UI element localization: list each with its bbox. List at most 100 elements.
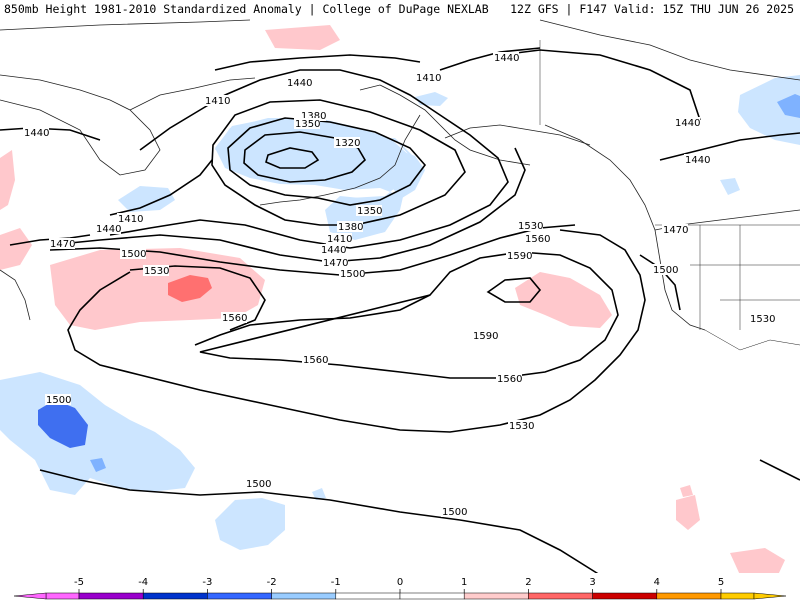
- map-title: 850mb Height 1981-2010 Standardized Anom…: [4, 2, 489, 16]
- contour-1560: [194, 294, 431, 346]
- svg-text:1560: 1560: [497, 374, 522, 385]
- contour-label: 1500: [339, 268, 365, 280]
- contour-label: 1530: [143, 265, 169, 277]
- svg-text:1470: 1470: [50, 239, 75, 250]
- svg-text:1440: 1440: [24, 128, 49, 139]
- svg-text:1410: 1410: [205, 96, 230, 107]
- contour-label: 1590: [506, 250, 532, 262]
- svg-text:1440: 1440: [287, 78, 312, 89]
- negative-anomaly-area: [38, 400, 88, 448]
- svg-text:1380: 1380: [338, 222, 363, 233]
- colorbar-tick-label: 5: [718, 577, 724, 588]
- contour-label: 1590: [472, 330, 498, 342]
- svg-text:1500: 1500: [653, 265, 678, 276]
- svg-text:1320: 1320: [335, 138, 360, 149]
- model-run-info: 12Z GFS | F147 Valid: 15Z THU JUN 26 202…: [510, 2, 794, 16]
- svg-text:1530: 1530: [518, 221, 543, 232]
- contour-1440: [0, 127, 101, 141]
- svg-text:1440: 1440: [685, 155, 710, 166]
- svg-text:1350: 1350: [357, 206, 382, 217]
- colorbar-tick-label: 1: [461, 577, 467, 588]
- contour-1410: [211, 99, 466, 226]
- svg-text:1500: 1500: [46, 395, 71, 406]
- contour-label: 1560: [302, 354, 328, 366]
- contour-label: 1500: [120, 248, 146, 260]
- colorbar-segment: [142, 592, 208, 600]
- coastlines: [0, 19, 800, 351]
- colorbar-tick-label: -3: [202, 577, 212, 588]
- contour-label: 1410: [204, 95, 230, 107]
- svg-text:1470: 1470: [663, 225, 688, 236]
- svg-text:1500: 1500: [246, 479, 271, 490]
- svg-text:1500: 1500: [340, 269, 365, 280]
- contour-1530: [129, 265, 266, 331]
- contour-1410: [109, 159, 213, 216]
- negative-anomaly-area: [215, 498, 285, 550]
- colorbar-tick-label: -2: [267, 577, 277, 588]
- colorbar-segment: [78, 592, 144, 600]
- contour-label: 1560: [221, 312, 247, 324]
- contour-label: 1440: [684, 154, 710, 166]
- negative-anomaly-area: [90, 458, 106, 472]
- colorbar-tick-labels: -5 -4 -3 -2 -1 0 1 2 3 4 5: [74, 577, 724, 588]
- colorbar-segments: [45, 589, 755, 600]
- anomaly-shading: [0, 25, 800, 575]
- svg-text:1410: 1410: [118, 214, 143, 225]
- contour-label: 1440: [320, 244, 346, 256]
- colorbar-segment: [592, 592, 658, 600]
- negative-anomaly-area: [720, 178, 740, 195]
- contour-label: 1440: [95, 223, 121, 235]
- colorbar-segment: [656, 592, 722, 600]
- svg-text:1470: 1470: [323, 258, 348, 269]
- svg-text:1410: 1410: [416, 73, 441, 84]
- contour-label: 1560: [496, 373, 522, 385]
- positive-anomaly-area: [515, 272, 612, 328]
- negative-anomaly-area: [415, 92, 448, 106]
- contour-label: 1350: [356, 205, 382, 217]
- colorbar-tick-label: 0: [397, 577, 403, 588]
- contour-1440: [109, 69, 509, 249]
- map-header: 850mb Height 1981-2010 Standardized Anom…: [0, 0, 800, 18]
- positive-anomaly-area: [730, 548, 785, 575]
- contour-1410: [439, 47, 541, 71]
- contour-1530: [67, 229, 646, 433]
- colorbar-tick-label: -5: [74, 577, 84, 588]
- positive-anomaly-area: [0, 150, 15, 210]
- colorbar-segment: [463, 592, 529, 600]
- contour-1470: [49, 147, 526, 263]
- svg-text:1560: 1560: [303, 355, 328, 366]
- contour-1590: [486, 277, 542, 303]
- min-arrow-icon: [13, 592, 47, 600]
- contour-label: 1470: [662, 224, 688, 236]
- negative-anomaly-area: [360, 138, 425, 198]
- colorbar-segment: [207, 592, 272, 600]
- negative-anomaly-area: [738, 75, 800, 145]
- colorbar-segment: [720, 592, 755, 600]
- colorbar-segment: [528, 592, 593, 600]
- contour-label: 1560: [524, 233, 550, 245]
- colorbar-tick-label: 2: [525, 577, 531, 588]
- contour-label: 1500: [45, 394, 71, 406]
- contour-1500: [759, 459, 800, 481]
- contour-label: 1440: [23, 127, 49, 139]
- contour-label: 1440: [674, 117, 700, 129]
- height-contours: [0, 47, 800, 576]
- svg-text:1500: 1500: [442, 507, 467, 518]
- svg-text:1500: 1500: [121, 249, 146, 260]
- negative-anomaly-area: [0, 372, 195, 495]
- svg-text:1440: 1440: [675, 118, 700, 129]
- contour-label: 1410: [326, 233, 352, 245]
- positive-anomaly-area: [265, 25, 340, 50]
- colorbar-tick-label: 3: [589, 577, 595, 588]
- contour-1440: [659, 132, 800, 161]
- negative-anomaly-area: [777, 94, 800, 118]
- negative-anomaly-area: [118, 186, 175, 212]
- colorbar-segment: [45, 592, 80, 600]
- positive-anomaly-area: [676, 495, 700, 530]
- contour-1350: [243, 131, 367, 183]
- colorbar: -5 -4 -3 -2 -1 0 1 2 3 4 5: [0, 573, 800, 600]
- svg-text:1410: 1410: [327, 234, 352, 245]
- contour-label: 1530: [749, 313, 775, 325]
- positive-anomaly-area: [680, 485, 693, 497]
- svg-text:1380: 1380: [301, 111, 326, 122]
